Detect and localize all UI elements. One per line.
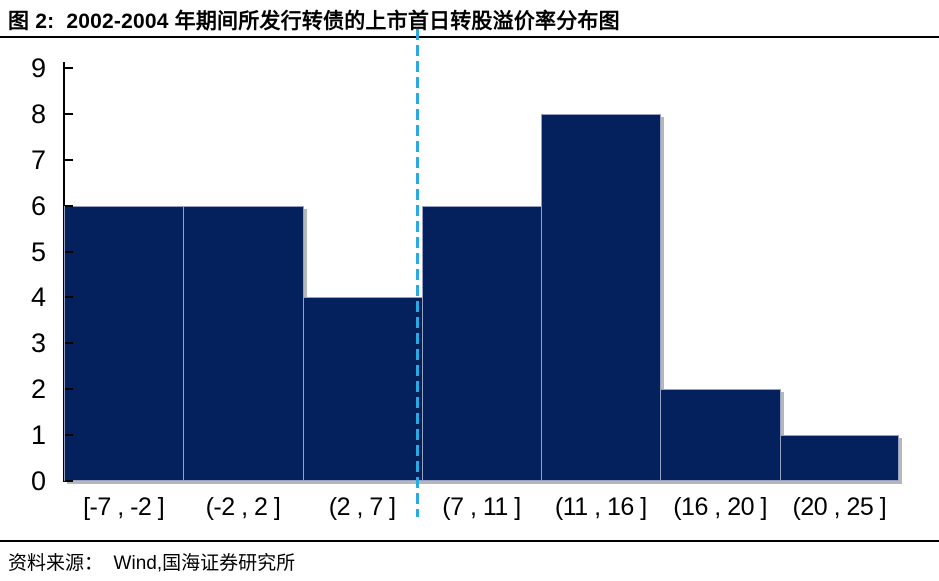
- x-tick-label: (16 , 20 ]: [673, 493, 767, 521]
- y-tick-label: 3: [30, 328, 46, 359]
- x-tick-label: (7 , 11 ]: [442, 493, 521, 521]
- y-axis-tick: [65, 296, 73, 299]
- x-tick-label: (-2 , 2 ]: [205, 493, 281, 521]
- y-axis-tick: [65, 67, 73, 69]
- figure-title: 图 2: 2002-2004 年期间所发行转债的上市首日转股溢价率分布图: [8, 10, 620, 33]
- bar-series: [0, 40, 939, 540]
- y-tick-label: 1: [30, 420, 46, 451]
- x-tick-label: [-7 , -2 ]: [83, 493, 165, 521]
- x-tick-label: (20 , 25 ]: [792, 493, 887, 521]
- y-tick-label: 5: [30, 236, 46, 267]
- title-separator-line: [0, 36, 939, 38]
- histogram-chart: 0 1 2 3 4 5 6 7 8 9 [-7 , -2 ] (-2 , 2 ] (2 , 7 ] (7 …: [0, 29, 939, 540]
- y-tick-label: 4: [30, 282, 46, 313]
- y-axis-tick: [65, 388, 73, 391]
- histogram-bar: [183, 205, 304, 481]
- x-tick-label: (2 , 7 ]: [328, 493, 396, 521]
- histogram-bar: [660, 389, 781, 481]
- reference-dashed-line: [416, 29, 419, 517]
- y-axis-tick: [65, 158, 73, 161]
- footer-separator-line: [0, 540, 939, 542]
- y-tick-label: 0: [30, 466, 46, 496]
- y-axis-tick: [65, 204, 73, 207]
- y-tick-label: 6: [30, 190, 46, 221]
- data-source-text: 资料来源： Wind,国海证券研究所: [8, 553, 296, 574]
- y-tick-label: 8: [30, 98, 46, 129]
- y-tick-label: 9: [30, 53, 46, 83]
- y-axis-tick: [65, 434, 73, 437]
- histogram-bar: [421, 205, 543, 481]
- y-tick-label: 2: [30, 374, 46, 405]
- y-axis-tick: [65, 342, 73, 345]
- x-tick-label: (11 , 16 ]: [554, 493, 647, 521]
- y-axis-tick: [65, 480, 73, 482]
- y-tick-label: 7: [30, 144, 46, 175]
- y-axis-tick: [65, 250, 73, 253]
- histogram-bar: [302, 297, 423, 481]
- histogram-bar: [541, 113, 662, 481]
- histogram-bar: [64, 205, 185, 481]
- histogram-bar: [779, 435, 899, 481]
- y-axis-tick: [65, 112, 73, 115]
